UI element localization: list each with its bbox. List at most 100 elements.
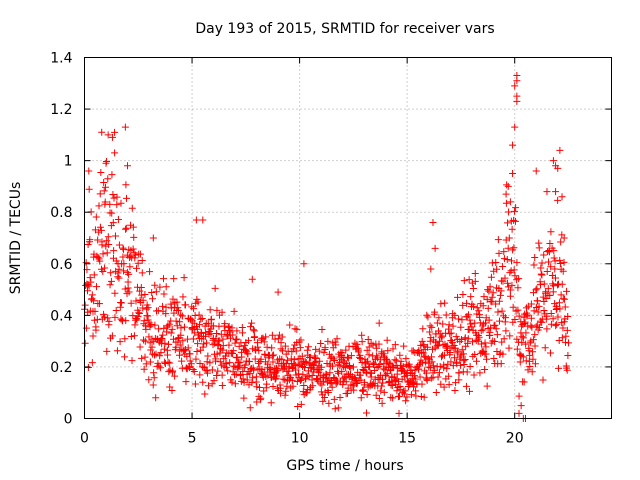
data-point: [492, 325, 500, 333]
x-tick-label: 0: [80, 431, 89, 447]
data-point: [459, 301, 467, 309]
data-point: [117, 299, 125, 307]
data-point: [167, 304, 175, 312]
data-point: [514, 284, 522, 292]
data-point: [131, 251, 139, 259]
data-point: [543, 268, 551, 276]
data-point: [343, 370, 351, 378]
data-point: [172, 343, 180, 351]
data-point: [424, 343, 432, 351]
data-point: [551, 265, 559, 273]
data-point: [363, 390, 371, 398]
data-point: [267, 399, 275, 407]
data-point: [342, 378, 350, 386]
data-point: [144, 316, 152, 324]
data-point: [268, 331, 276, 339]
data-point: [358, 387, 366, 395]
data-point: [197, 315, 205, 323]
data-point: [262, 333, 270, 341]
data-point: [93, 283, 101, 291]
data-point: [535, 302, 543, 310]
data-point: [468, 323, 476, 331]
data-point: [511, 316, 519, 324]
data-point: [410, 372, 418, 380]
data-point: [81, 301, 89, 309]
data-point: [178, 357, 186, 365]
data-point: [253, 398, 261, 406]
data-point: [550, 247, 558, 255]
data-point: [310, 364, 318, 372]
data-point: [391, 341, 399, 349]
data-point: [263, 380, 271, 388]
data-point: [125, 288, 133, 296]
data-point: [96, 257, 104, 265]
data-point: [552, 188, 560, 196]
data-point: [207, 315, 215, 323]
data-point: [320, 349, 328, 357]
data-point: [267, 366, 275, 374]
data-point: [563, 287, 571, 295]
data-point: [144, 304, 152, 312]
data-point: [318, 325, 326, 333]
data-point: [506, 332, 514, 340]
data-point: [418, 359, 426, 367]
x-tick-label: 15: [398, 431, 416, 447]
data-point: [195, 311, 203, 319]
data-point: [218, 371, 226, 379]
data-point: [558, 193, 566, 201]
data-point: [349, 363, 357, 371]
data-point: [143, 305, 151, 313]
data-point: [531, 331, 539, 339]
data-point: [513, 259, 521, 267]
data-point: [429, 219, 437, 227]
data-point: [471, 269, 479, 277]
data-point: [327, 354, 335, 362]
data-point: [433, 319, 441, 327]
data-point: [495, 249, 503, 257]
data-point: [128, 204, 136, 212]
data-point: [86, 236, 94, 244]
data-point: [365, 343, 373, 351]
data-point: [564, 312, 572, 320]
data-point: [437, 300, 445, 308]
data-point: [90, 271, 98, 279]
data-point: [437, 380, 445, 388]
data-point: [94, 253, 102, 261]
data-point: [437, 353, 445, 361]
data-point: [182, 378, 190, 386]
data-point: [415, 361, 423, 369]
data-point: [459, 291, 467, 299]
data-point: [384, 347, 392, 355]
data-point: [96, 300, 104, 308]
data-point: [481, 339, 489, 347]
data-point: [336, 362, 344, 370]
data-point: [114, 216, 122, 224]
data-point: [89, 332, 97, 340]
data-point: [343, 389, 351, 397]
data-point: [96, 223, 104, 231]
data-point: [201, 390, 209, 398]
data-point: [526, 351, 534, 359]
data-point: [451, 311, 459, 319]
data-point: [475, 333, 483, 341]
data-point: [508, 281, 516, 289]
data-point: [464, 311, 472, 319]
data-point: [447, 329, 455, 337]
data-point: [511, 123, 519, 131]
data-point: [216, 349, 224, 357]
data-point: [305, 373, 313, 381]
data-point: [357, 376, 365, 384]
data-point: [466, 320, 474, 328]
data-point: [107, 269, 115, 277]
data-point: [233, 327, 241, 335]
data-point: [511, 217, 519, 225]
data-point: [395, 392, 403, 400]
data-point: [509, 303, 517, 311]
data-point: [354, 346, 362, 354]
data-point: [426, 328, 434, 336]
data-point: [469, 352, 477, 360]
data-point: [522, 329, 530, 337]
data-point: [101, 198, 109, 206]
data-point: [417, 341, 425, 349]
data-point: [330, 395, 338, 403]
